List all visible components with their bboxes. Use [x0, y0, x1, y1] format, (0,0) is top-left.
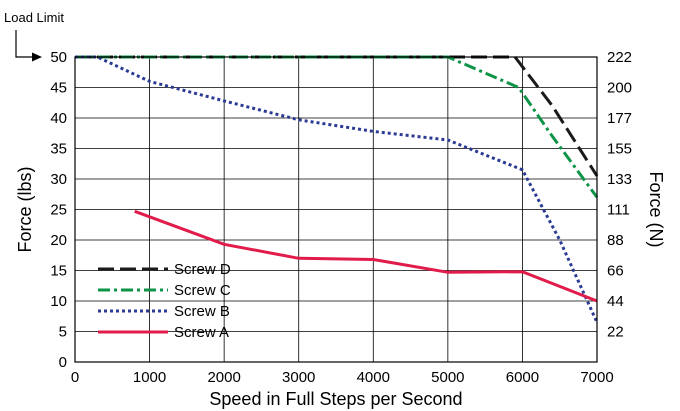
- y-tick-label: 20: [50, 232, 67, 249]
- legend-label: Screw B: [174, 303, 230, 320]
- right-tick-label: 88: [607, 232, 624, 249]
- load-limit-arrowhead: [32, 52, 42, 62]
- right-axis-label: Force (N): [646, 172, 666, 248]
- right-tick-label: 133: [607, 171, 632, 188]
- load-limit-label: Load Limit: [4, 10, 64, 25]
- y-tick-label: 40: [50, 110, 67, 127]
- x-tick-label: 7000: [580, 369, 613, 386]
- grid: [75, 57, 597, 362]
- x-tick-label: 3000: [282, 369, 315, 386]
- tick-labels: 0 1000 2000 3000 4000 5000 6000 7000 0 5 10 15 20 25 3…: [50, 49, 632, 386]
- right-tick-label: 200: [607, 80, 632, 97]
- right-tick-label: 177: [607, 110, 632, 127]
- series-line-screw-a: [134, 209, 598, 303]
- series-line-screw-b: [75, 55, 599, 324]
- load-limit-arrow: [15, 30, 34, 58]
- legend-label: Screw A: [174, 324, 229, 341]
- y-tick-label: 45: [50, 80, 67, 97]
- right-tick-label: 66: [607, 263, 624, 280]
- x-axis-label: Speed in Full Steps per Second: [209, 389, 462, 409]
- y-tick-label: 10: [50, 293, 67, 310]
- right-tick-label: 44: [607, 293, 624, 310]
- y-tick-label: 50: [50, 49, 67, 66]
- legend-label: Screw C: [174, 282, 231, 299]
- load-limit-annotation: Load Limit: [4, 10, 64, 62]
- series-line-screw-d: [75, 55, 599, 177]
- x-tick-label: 6000: [506, 369, 539, 386]
- y-tick-label: 15: [50, 263, 67, 280]
- series-line-screw-c: [75, 55, 599, 199]
- right-tick-label: 22: [607, 324, 624, 341]
- x-tick-label: 5000: [431, 369, 464, 386]
- x-tick-label: 4000: [357, 369, 390, 386]
- y-tick-label: 25: [50, 202, 67, 219]
- plot-frame: [74, 56, 598, 363]
- right-tick-label: 222: [607, 49, 632, 66]
- x-tick-label: 0: [71, 369, 79, 386]
- y-tick-label: 5: [59, 324, 67, 341]
- y-tick-label: 35: [50, 141, 67, 158]
- right-tick-label: 155: [607, 141, 632, 158]
- legend-label: Screw D: [174, 261, 231, 278]
- x-tick-label: 2000: [207, 369, 240, 386]
- series-lines: [75, 55, 599, 324]
- y-axis-label: Force (lbs): [15, 166, 35, 252]
- x-tick-label: 1000: [133, 369, 166, 386]
- y-tick-label: 30: [50, 171, 67, 188]
- legend: Screw D Screw C Screw B Screw A: [98, 261, 231, 341]
- right-tick-label: 111: [607, 202, 630, 219]
- y-tick-label: 0: [59, 354, 67, 371]
